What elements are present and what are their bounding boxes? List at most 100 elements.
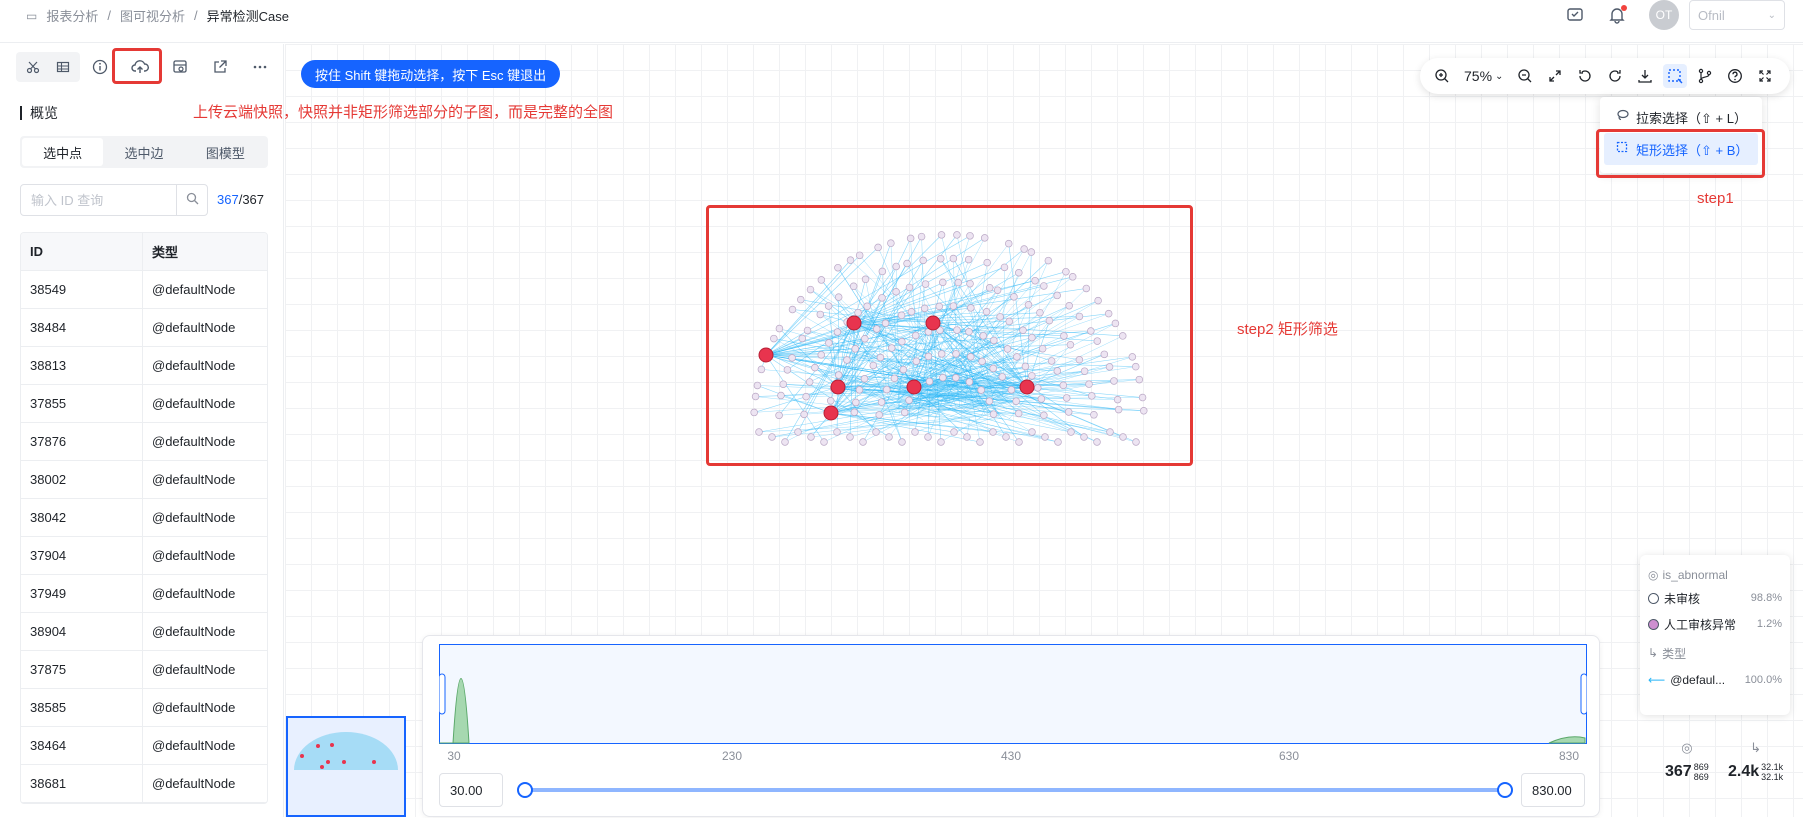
selection-hint: 按住 Shift 键拖动选择，按下 Esc 键退出 bbox=[301, 60, 560, 88]
upload-highlight-box bbox=[112, 48, 162, 84]
table-row[interactable]: 37876@defaultNode bbox=[21, 423, 267, 461]
cell-type: @defaultNode bbox=[143, 689, 267, 726]
download-icon[interactable] bbox=[1633, 64, 1657, 88]
breadcrumb-root[interactable]: 报表分析 bbox=[46, 6, 98, 25]
export-icon[interactable] bbox=[200, 52, 240, 82]
breadcrumb-separator: / bbox=[107, 8, 111, 23]
rect-select-highlight-box bbox=[1596, 129, 1765, 178]
more-icon[interactable] bbox=[240, 52, 280, 82]
snapshot-icon[interactable] bbox=[160, 52, 200, 82]
edge-icon: ↳ bbox=[1648, 646, 1658, 660]
table-row[interactable]: 38681@defaultNode bbox=[21, 765, 267, 803]
id-search-input[interactable] bbox=[21, 185, 176, 215]
annotation-step1: step1 bbox=[1697, 190, 1734, 207]
tab-selected-edges[interactable]: 选中边 bbox=[103, 138, 184, 166]
tick-label: 430 bbox=[1001, 749, 1021, 763]
chevron-down-icon: ⌄ bbox=[1768, 10, 1776, 21]
fullscreen-icon[interactable] bbox=[1753, 64, 1777, 88]
table-header: ID 类型 bbox=[21, 233, 267, 271]
scissors-icon[interactable] bbox=[18, 54, 48, 80]
node-count-main: 367 bbox=[1665, 762, 1692, 782]
cell-id: 38484 bbox=[21, 309, 143, 346]
legend-item[interactable]: 未审核 98.8% bbox=[1648, 585, 1782, 611]
header-actions: OT Ofnil ⌄ bbox=[1565, 0, 1785, 30]
legend-edge-title: ↳ 类型 bbox=[1648, 643, 1782, 663]
tick-label: 830 bbox=[1559, 749, 1579, 763]
help-icon[interactable] bbox=[1723, 64, 1747, 88]
rect-select-icon[interactable] bbox=[1663, 64, 1687, 88]
table-row[interactable]: 37855@defaultNode bbox=[21, 385, 267, 423]
node-total-b: 869 bbox=[1694, 772, 1709, 782]
search-icon bbox=[186, 192, 199, 208]
table-row[interactable]: 38585@defaultNode bbox=[21, 689, 267, 727]
range-min-input[interactable]: 30.00 bbox=[439, 773, 503, 807]
legend-node-title-text: is_abnormal bbox=[1662, 568, 1727, 582]
range-slider[interactable] bbox=[525, 788, 1505, 792]
user-select[interactable]: Ofnil ⌄ bbox=[1689, 0, 1785, 30]
feedback-icon[interactable] bbox=[1565, 5, 1585, 25]
breadcrumb-mid[interactable]: 图可视分析 bbox=[120, 6, 185, 25]
legend-label: @defaul... bbox=[1670, 673, 1725, 687]
edge-total-a: 32.1k bbox=[1761, 762, 1783, 772]
redo-icon[interactable] bbox=[1603, 64, 1627, 88]
zoom-level: 75% bbox=[1464, 68, 1492, 84]
table-row[interactable]: 38002@defaultNode bbox=[21, 461, 267, 499]
graph-toolbar: 75% ⌄ bbox=[1420, 58, 1790, 94]
table-icon[interactable] bbox=[48, 54, 78, 80]
minimap[interactable] bbox=[286, 716, 406, 817]
tab-graph-model[interactable]: 图模型 bbox=[185, 138, 266, 166]
node-table: ID 类型 38549@defaultNode 38484@defaultNod… bbox=[20, 232, 268, 804]
sidebar: 概览 选中点 选中边 图模型 367/367 ID 类型 38549@defau… bbox=[0, 44, 284, 817]
minimap-preview bbox=[288, 718, 404, 815]
table-row[interactable]: 38549@defaultNode bbox=[21, 271, 267, 309]
legend-percent: 100.0% bbox=[1745, 674, 1782, 686]
tab-selected-nodes[interactable]: 选中点 bbox=[22, 138, 103, 166]
range-slider-handle-min[interactable] bbox=[517, 782, 533, 798]
cell-id: 38904 bbox=[21, 613, 143, 650]
search-button[interactable] bbox=[176, 185, 207, 215]
legend-percent: 1.2% bbox=[1757, 618, 1782, 630]
table-row[interactable]: 38464@defaultNode bbox=[21, 727, 267, 765]
annotation-step2: step2 矩形筛选 bbox=[1237, 318, 1338, 339]
count-hit: 367 bbox=[217, 192, 239, 207]
cell-id: 37949 bbox=[21, 575, 143, 612]
column-header-id: ID bbox=[21, 233, 143, 270]
zoom-in-icon[interactable] bbox=[1430, 64, 1454, 88]
table-row[interactable]: 38484@defaultNode bbox=[21, 309, 267, 347]
avatar[interactable]: OT bbox=[1649, 0, 1679, 30]
zoom-out-icon[interactable] bbox=[1513, 64, 1537, 88]
legend-item[interactable]: 人工审核异常 1.2% bbox=[1648, 611, 1782, 637]
edge-total-b: 32.1k bbox=[1761, 772, 1783, 782]
node-count: 367 869 869 bbox=[1665, 762, 1709, 782]
zoom-select[interactable]: 75% ⌄ bbox=[1460, 68, 1507, 84]
cell-id: 38002 bbox=[21, 461, 143, 498]
cell-type: @defaultNode bbox=[143, 499, 267, 536]
cell-type: @defaultNode bbox=[143, 727, 267, 764]
table-row[interactable]: 38904@defaultNode bbox=[21, 613, 267, 651]
selection-tabs: 选中点 选中边 图模型 bbox=[20, 136, 268, 168]
legend-label: 未审核 bbox=[1664, 590, 1700, 607]
distribution-chart[interactable] bbox=[439, 644, 1587, 744]
bell-icon[interactable] bbox=[1607, 5, 1627, 25]
table-row[interactable]: 37949@defaultNode bbox=[21, 575, 267, 613]
fit-view-icon[interactable] bbox=[1543, 64, 1567, 88]
cell-id: 38813 bbox=[21, 347, 143, 384]
edge-count: 2.4k 32.1k 32.1k bbox=[1728, 762, 1783, 782]
table-row[interactable]: 37875@defaultNode bbox=[21, 651, 267, 689]
table-row[interactable]: 38042@defaultNode bbox=[21, 499, 267, 537]
edge-icon: ↳ bbox=[1750, 740, 1761, 756]
branch-icon[interactable] bbox=[1693, 64, 1717, 88]
undo-icon[interactable] bbox=[1573, 64, 1597, 88]
count-total: /367 bbox=[239, 192, 264, 207]
table-row[interactable]: 37904@defaultNode bbox=[21, 537, 267, 575]
range-max-input[interactable]: 830.00 bbox=[1521, 773, 1585, 807]
node-icon: ◎ bbox=[1648, 568, 1658, 582]
legend-item[interactable]: ⟵ @defaul... 100.0% bbox=[1648, 667, 1782, 693]
cell-id: 38681 bbox=[21, 765, 143, 802]
table-row[interactable]: 38813@defaultNode bbox=[21, 347, 267, 385]
network-graph[interactable] bbox=[706, 205, 1192, 466]
cell-id: 38464 bbox=[21, 727, 143, 764]
cell-id: 38585 bbox=[21, 689, 143, 726]
cell-type: @defaultNode bbox=[143, 461, 267, 498]
range-slider-handle-max[interactable] bbox=[1497, 782, 1513, 798]
